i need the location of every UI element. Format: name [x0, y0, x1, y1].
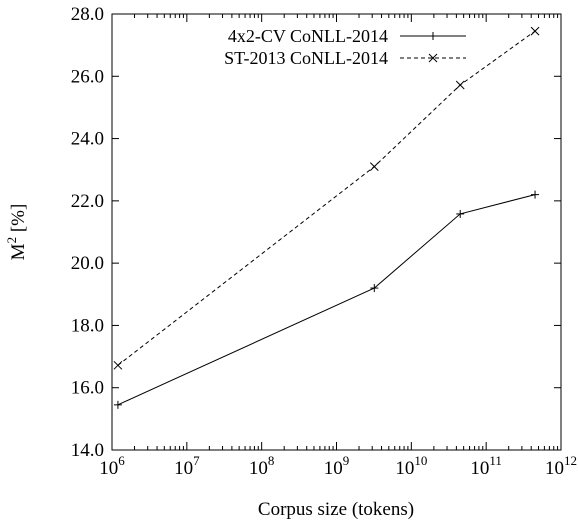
x-tick-label-exponent: 11 — [489, 453, 502, 468]
x-tick-label-base: 10 — [99, 458, 118, 479]
x-tick-label-base: 10 — [324, 458, 343, 479]
series-1 — [113, 190, 540, 409]
data-point — [456, 209, 465, 218]
y-axis-title-superscript: 2 — [4, 237, 19, 244]
series-layer — [113, 26, 540, 409]
x-tick-label: 109 — [324, 453, 350, 479]
y-tick-label: 14.0 — [71, 440, 104, 461]
y-tick-label: 22.0 — [71, 191, 104, 212]
data-point — [370, 284, 379, 293]
x-tick-label: 1010 — [395, 453, 427, 479]
x-tick-label: 106 — [99, 453, 125, 479]
y-tick-label: 24.0 — [71, 129, 104, 150]
x-tick-label-exponent: 7 — [193, 453, 200, 468]
data-point — [113, 400, 122, 409]
x-tick-label: 108 — [249, 453, 275, 479]
legend-marker-b — [428, 53, 438, 63]
x-tick-label-exponent: 9 — [343, 453, 350, 468]
x-tick-label-exponent: 10 — [414, 453, 427, 468]
y-axis-title-unit: [%] — [8, 204, 29, 237]
series-2 — [113, 26, 540, 370]
legend-label: ST-2013 CoNLL-2014 — [224, 48, 388, 68]
series-2-line — [117, 30, 536, 366]
x-tick-label-base: 10 — [470, 458, 489, 479]
x-axis-title: Corpus size (tokens) — [258, 499, 414, 520]
legend-label: 4x2-CV CoNLL-2014 — [228, 26, 388, 46]
y-tick-label: 20.0 — [71, 253, 104, 274]
x-tick-label: 1012 — [545, 453, 577, 479]
data-point-marker-b — [455, 80, 465, 90]
y-tick-label: 28.0 — [71, 4, 104, 25]
x-tick-label: 107 — [174, 453, 200, 479]
x-tick-label-base: 10 — [174, 458, 193, 479]
x-tick-label-base: 10 — [545, 458, 564, 479]
data-point — [113, 360, 123, 370]
data-point-marker-b — [113, 360, 123, 370]
x-tick-label-base: 10 — [249, 458, 268, 479]
data-point-marker-b — [369, 162, 379, 171]
data-point — [369, 162, 379, 171]
data-point — [531, 190, 540, 199]
y-axis-title: M2 [%] — [4, 204, 29, 261]
y-tick-label: 26.0 — [71, 66, 104, 87]
x-tick-label-exponent: 12 — [564, 453, 577, 468]
series-1-line — [117, 194, 536, 406]
data-point — [455, 80, 465, 90]
data-point — [530, 26, 540, 36]
x-tick-label: 1011 — [470, 453, 502, 479]
x-tick-label-base: 10 — [395, 458, 414, 479]
y-tick-label: 18.0 — [71, 315, 104, 336]
plot-frame — [111, 13, 562, 451]
x-tick-label-exponent: 6 — [118, 453, 125, 468]
x-tick-label-exponent: 8 — [268, 453, 275, 468]
y-axis-title-base: M — [8, 243, 29, 260]
y-tick-label: 16.0 — [71, 378, 104, 399]
data-point-marker-b — [530, 26, 540, 36]
